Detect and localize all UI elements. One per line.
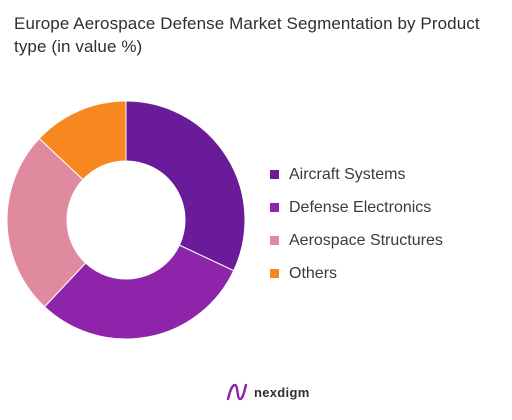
legend-swatch	[270, 269, 279, 278]
legend-swatch	[270, 170, 279, 179]
legend-swatch	[270, 236, 279, 245]
legend-item: Aircraft Systems	[270, 158, 443, 191]
legend-item: Others	[270, 257, 443, 290]
legend-label: Aircraft Systems	[289, 165, 406, 183]
brand-name: nexdigm	[254, 384, 310, 400]
donut-slices	[6, 100, 246, 340]
legend-item: Defense Electronics	[270, 191, 443, 224]
chart-legend: Aircraft Systems Defense Electronics Aeros…	[270, 158, 443, 290]
slice-others	[38, 100, 127, 181]
donut-chart	[6, 100, 246, 340]
chart-title: Europe Aerospace Defense Market Segmenta…	[14, 14, 480, 56]
legend-label: Defense Electronics	[289, 198, 432, 216]
nexdigm-logo-icon	[226, 383, 248, 401]
legend-label: Others	[289, 264, 338, 282]
legend-label: Aerospace Structures	[289, 231, 443, 249]
legend-item: Aerospace Structures	[270, 224, 443, 257]
slice-aircraft-systems	[125, 100, 246, 272]
slice-defense-electronics	[43, 244, 235, 340]
legend-swatch	[270, 203, 279, 212]
slice-aerospace-structures	[6, 137, 87, 308]
brand-logo: nexdigm	[226, 383, 310, 401]
